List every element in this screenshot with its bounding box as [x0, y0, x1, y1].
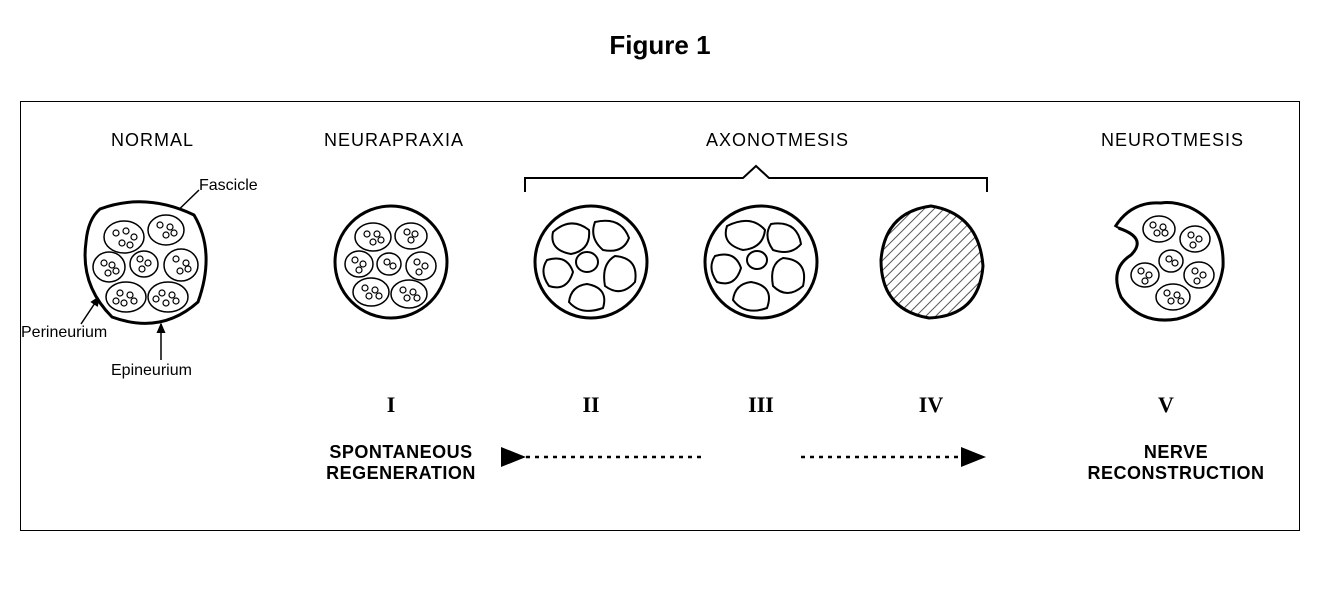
figure-title: Figure 1: [20, 30, 1300, 61]
figure-box: NORMAL NEURAPRAXIA AXONOTMESIS NEUROTMES…: [20, 101, 1300, 531]
dotted-arrows: [21, 102, 1301, 522]
